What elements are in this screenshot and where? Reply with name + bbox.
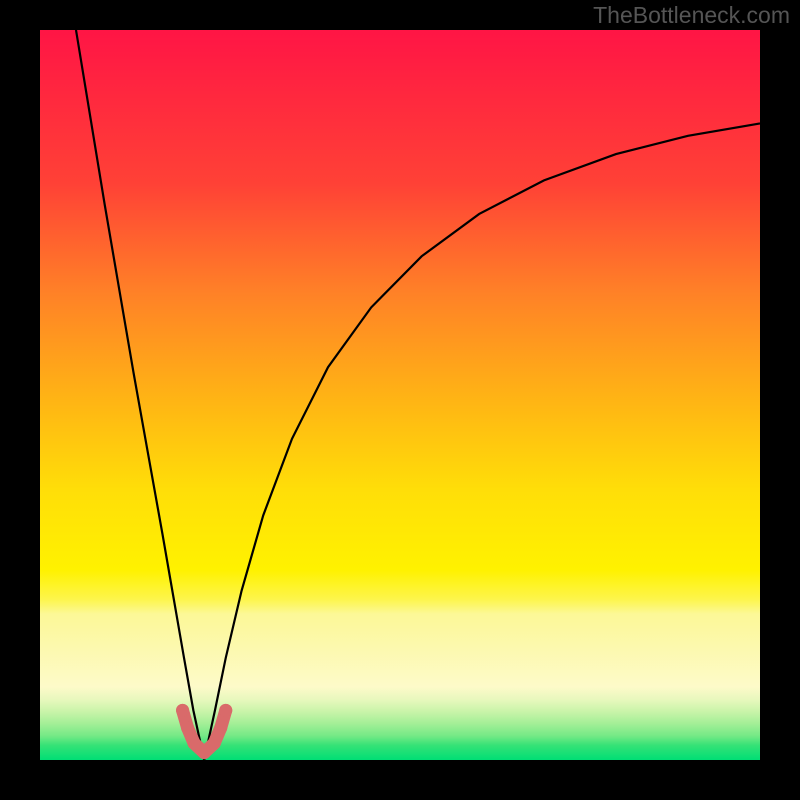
valley-marker-dot xyxy=(198,746,211,759)
valley-marker-dot xyxy=(208,737,221,750)
watermark: TheBottleneck.com xyxy=(593,2,790,29)
valley-marker-dot xyxy=(176,704,189,717)
valley-marker-dot xyxy=(188,737,201,750)
plot-background xyxy=(40,30,760,760)
bottleneck-chart xyxy=(0,0,800,800)
valley-marker-dot xyxy=(214,721,227,734)
valley-marker-dot xyxy=(219,704,232,717)
valley-marker-dot xyxy=(181,721,194,734)
